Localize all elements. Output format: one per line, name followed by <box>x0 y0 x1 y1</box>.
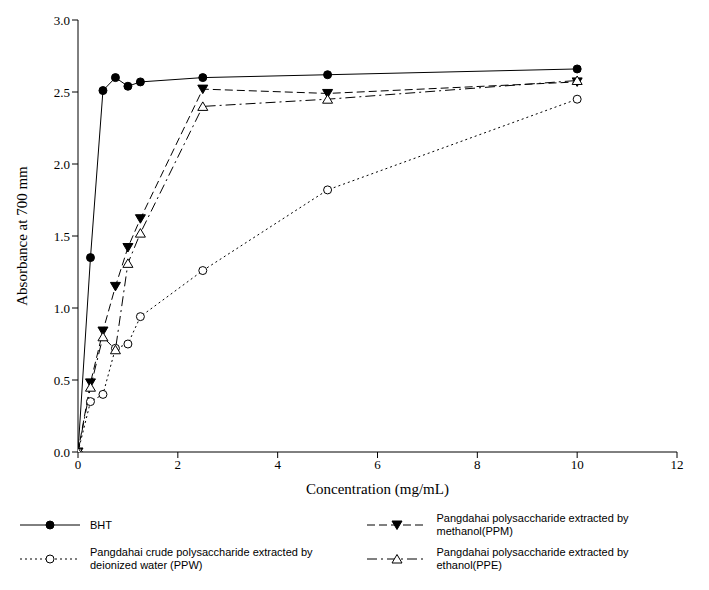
html-text:Pangdahai polysaccharide extra: Pangdahai polysaccharide extracted by et… <box>436 546 629 571</box>
svg-text:0.5: 0.5 <box>54 373 70 388</box>
svg-text:Absorbance at 700 mm: Absorbance at 700 mm <box>14 166 30 306</box>
html-text:Pangdahai polysaccharide extra: Pangdahai polysaccharide extracted by me… <box>436 512 629 537</box>
svg-text:6: 6 <box>374 457 381 472</box>
svg-text:3.0: 3.0 <box>54 13 70 28</box>
svg-text:0: 0 <box>75 457 82 472</box>
svg-text:2: 2 <box>175 457 182 472</box>
svg-text:12: 12 <box>671 457 684 472</box>
svg-text:2.5: 2.5 <box>54 85 70 100</box>
svg-text:2.0: 2.0 <box>54 157 70 172</box>
svg-text:0.0: 0.0 <box>54 445 70 460</box>
svg-text:10: 10 <box>571 457 584 472</box>
svg-text:1.0: 1.0 <box>54 301 70 316</box>
svg-text:Concentration (mg/mL): Concentration (mg/mL) <box>306 481 449 498</box>
html-text:BHT: BHT <box>90 518 112 531</box>
svg-text:4: 4 <box>274 457 281 472</box>
svg-text:1.5: 1.5 <box>54 229 70 244</box>
svg-text:8: 8 <box>474 457 481 472</box>
html-text:Pangdahai crude polysaccharide: Pangdahai crude polysaccharide extracted… <box>90 546 313 571</box>
